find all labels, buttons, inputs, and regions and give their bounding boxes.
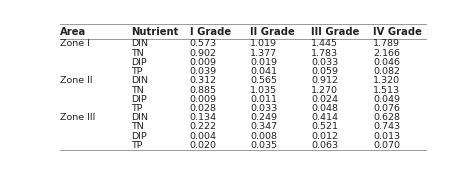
Text: TN: TN <box>131 86 144 95</box>
Text: 0.082: 0.082 <box>374 67 401 76</box>
Text: 0.628: 0.628 <box>374 113 401 122</box>
Text: 0.020: 0.020 <box>190 141 217 150</box>
Text: III Grade: III Grade <box>311 27 359 37</box>
Text: 1.035: 1.035 <box>250 86 277 95</box>
Text: 0.046: 0.046 <box>374 58 401 67</box>
Text: Nutrient: Nutrient <box>131 27 178 37</box>
Text: 1.445: 1.445 <box>311 39 338 48</box>
Text: I Grade: I Grade <box>190 27 231 37</box>
Text: 0.011: 0.011 <box>250 95 277 104</box>
Text: TN: TN <box>131 49 144 58</box>
Text: 0.885: 0.885 <box>190 86 217 95</box>
Text: 0.134: 0.134 <box>190 113 217 122</box>
Text: 0.249: 0.249 <box>250 113 277 122</box>
Text: 0.019: 0.019 <box>250 58 277 67</box>
Text: 0.009: 0.009 <box>190 58 217 67</box>
Text: 0.743: 0.743 <box>374 122 401 131</box>
Text: 0.039: 0.039 <box>190 67 217 76</box>
Text: 1.377: 1.377 <box>250 49 277 58</box>
Text: 0.347: 0.347 <box>250 122 277 131</box>
Text: 0.009: 0.009 <box>190 95 217 104</box>
Text: 0.573: 0.573 <box>190 39 217 48</box>
Text: 0.008: 0.008 <box>250 132 277 141</box>
Text: 0.912: 0.912 <box>311 76 338 85</box>
Text: TP: TP <box>131 104 142 113</box>
Text: Area: Area <box>60 27 86 37</box>
Text: DIN: DIN <box>131 76 148 85</box>
Text: DIP: DIP <box>131 132 146 141</box>
Text: 0.035: 0.035 <box>250 141 277 150</box>
Text: 0.076: 0.076 <box>374 104 401 113</box>
Text: 0.033: 0.033 <box>311 58 338 67</box>
Text: 0.414: 0.414 <box>311 113 338 122</box>
Text: 1.320: 1.320 <box>374 76 401 85</box>
Text: DIN: DIN <box>131 39 148 48</box>
Text: DIP: DIP <box>131 58 146 67</box>
Text: 0.049: 0.049 <box>374 95 401 104</box>
Text: 0.013: 0.013 <box>374 132 401 141</box>
Text: 0.041: 0.041 <box>250 67 277 76</box>
Text: 0.565: 0.565 <box>250 76 277 85</box>
Text: 0.070: 0.070 <box>374 141 401 150</box>
Text: DIN: DIN <box>131 113 148 122</box>
Text: 1.019: 1.019 <box>250 39 277 48</box>
Text: 1.789: 1.789 <box>374 39 401 48</box>
Text: Zone III: Zone III <box>60 113 95 122</box>
Text: Zone I: Zone I <box>60 39 90 48</box>
Text: 2.166: 2.166 <box>374 49 401 58</box>
Text: 0.521: 0.521 <box>311 122 338 131</box>
Text: 0.028: 0.028 <box>190 104 217 113</box>
Text: TN: TN <box>131 122 144 131</box>
Text: 1.513: 1.513 <box>374 86 401 95</box>
Text: DIP: DIP <box>131 95 146 104</box>
Text: 0.222: 0.222 <box>190 122 217 131</box>
Text: II Grade: II Grade <box>250 27 295 37</box>
Text: 0.024: 0.024 <box>311 95 338 104</box>
Text: 1.783: 1.783 <box>311 49 338 58</box>
Text: IV Grade: IV Grade <box>374 27 422 37</box>
Text: 0.312: 0.312 <box>190 76 217 85</box>
Text: TP: TP <box>131 141 142 150</box>
Text: 0.059: 0.059 <box>311 67 338 76</box>
Text: 0.004: 0.004 <box>190 132 217 141</box>
Text: 0.902: 0.902 <box>190 49 217 58</box>
Text: Zone II: Zone II <box>60 76 92 85</box>
Text: 1.270: 1.270 <box>311 86 338 95</box>
Text: 0.012: 0.012 <box>311 132 338 141</box>
Text: 0.033: 0.033 <box>250 104 277 113</box>
Text: 0.063: 0.063 <box>311 141 338 150</box>
Text: TP: TP <box>131 67 142 76</box>
Text: 0.048: 0.048 <box>311 104 338 113</box>
